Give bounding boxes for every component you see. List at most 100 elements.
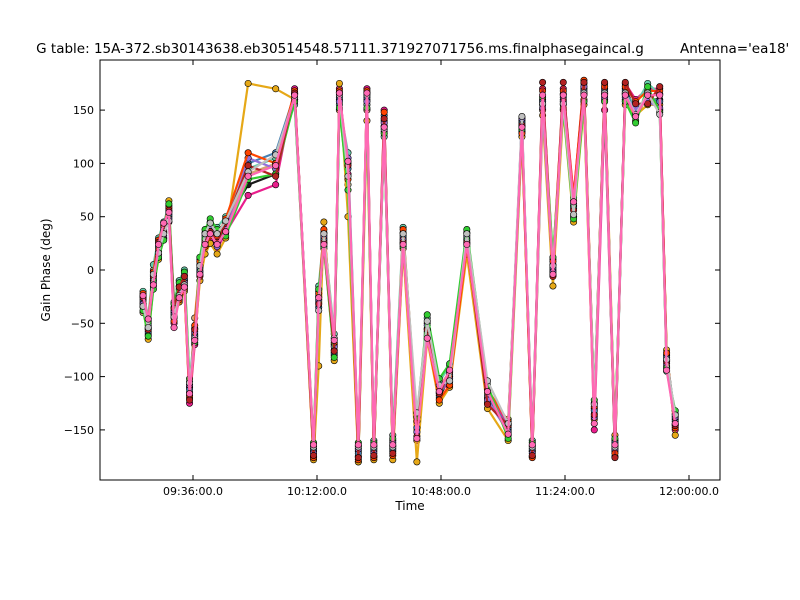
data-point [549, 282, 557, 290]
data-point [656, 83, 664, 91]
data-point [320, 230, 328, 238]
data-point [632, 119, 640, 127]
data-point [272, 85, 280, 93]
data-point [320, 240, 328, 248]
data-point [611, 454, 619, 462]
data-point [149, 281, 157, 289]
y-tick-label: −150 [64, 424, 94, 437]
data-point [310, 451, 318, 459]
data-point [165, 200, 173, 208]
y-tick-label: 150 [73, 104, 94, 117]
data-point [570, 198, 578, 206]
data-point [272, 172, 280, 180]
data-point [611, 441, 619, 449]
data-point [399, 240, 407, 248]
x-axis: 09:36:00.0 10:12:00.0 10:48:00.0 11:24:00.0… [163, 60, 719, 498]
x-tick-label: 10:12:00.0 [287, 485, 347, 498]
data-point [180, 272, 188, 280]
data-point [389, 441, 397, 449]
data-point [539, 78, 547, 86]
data-point [206, 219, 214, 227]
data-point [413, 434, 421, 442]
data-point [330, 347, 338, 355]
data-point [621, 78, 629, 86]
data-point [144, 332, 152, 340]
data-point [413, 458, 421, 466]
data-point [435, 396, 443, 404]
data-point [170, 324, 178, 332]
data-point [180, 283, 188, 291]
data-point [601, 78, 609, 86]
data-point [539, 91, 547, 99]
chart-title: G table: 15A-372.sb30143638.eb30514548.5… [36, 41, 644, 57]
data-point [632, 112, 640, 120]
data-point [671, 420, 679, 428]
data-point [518, 112, 526, 120]
data-point [244, 149, 252, 157]
y-tick-label: 50 [80, 211, 94, 224]
series-11 [139, 89, 679, 449]
data-point [463, 230, 471, 238]
data-point [213, 240, 221, 248]
x-tick-label: 10:48:00.0 [411, 485, 471, 498]
chart-title-antenna: Antenna='ea18' [680, 41, 789, 57]
data-point [320, 218, 328, 226]
data-point [354, 454, 362, 462]
data-point [244, 172, 252, 180]
data-point [186, 390, 194, 398]
data-point [380, 108, 388, 116]
data-point [144, 315, 152, 323]
y-axis: 150 100 50 0 −50 −100 −150 [64, 104, 720, 437]
data-point [380, 123, 388, 131]
y-tick-label: −50 [71, 317, 94, 330]
data-point [483, 400, 491, 408]
data-point [446, 377, 454, 385]
data-point [335, 89, 343, 97]
data-point [423, 334, 431, 342]
x-tick-label: 11:24:00.0 [535, 485, 595, 498]
data-point [504, 430, 512, 438]
data-point [483, 388, 491, 396]
data-point [244, 191, 252, 199]
data-point [344, 157, 352, 165]
data-point [213, 230, 221, 238]
data-point [155, 240, 163, 248]
x-axis-label: Time [394, 499, 424, 513]
data-point [559, 91, 567, 99]
data-point [175, 294, 183, 302]
data-point [644, 100, 652, 108]
data-point [335, 79, 343, 87]
data-point [549, 270, 557, 278]
data-point [330, 353, 338, 361]
data-point [380, 115, 388, 123]
data-point [213, 250, 221, 258]
data-point [580, 78, 588, 86]
data-point [518, 123, 526, 131]
data-point [310, 441, 318, 449]
data-point [244, 162, 252, 170]
data-point [528, 451, 536, 459]
y-axis-label: Gain Phase (deg) [39, 218, 53, 321]
series-line [141, 91, 677, 446]
data-point [663, 366, 671, 374]
data-point [621, 91, 629, 99]
series-layer [139, 76, 679, 466]
data-point [201, 240, 209, 248]
data-point [671, 431, 679, 439]
data-point [222, 228, 230, 236]
data-point [656, 91, 664, 99]
data-point [463, 240, 471, 248]
data-point [363, 89, 371, 97]
data-point [354, 441, 362, 449]
data-point [644, 91, 652, 99]
data-point [139, 292, 147, 300]
data-point [559, 78, 567, 86]
data-point [196, 270, 204, 278]
data-point [435, 388, 443, 396]
data-point [644, 83, 652, 91]
y-tick-label: 0 [87, 264, 94, 277]
data-point [160, 219, 168, 227]
data-point [272, 181, 280, 189]
data-point [370, 441, 378, 449]
data-point [206, 230, 214, 238]
